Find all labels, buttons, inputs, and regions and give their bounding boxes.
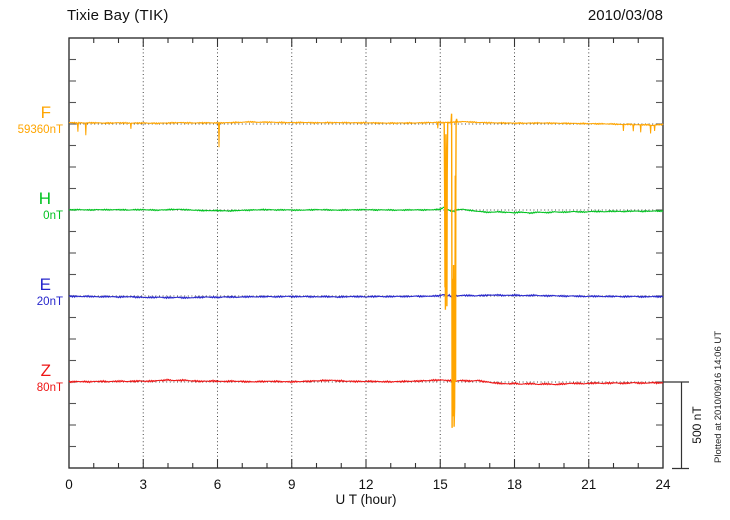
x-tick-label: 15 (433, 477, 448, 492)
channel-letter-Z: Z (40, 361, 51, 380)
plot-frame (68, 37, 664, 469)
plotted-at-note: Plotted at 2010/09/16 14:06 UT (713, 331, 724, 463)
trace-E (68, 293, 664, 300)
x-tick-label: 18 (507, 477, 522, 492)
trace-F (68, 120, 664, 148)
x-tick-label: 24 (655, 477, 671, 492)
scale-bar (663, 381, 689, 470)
plot-layers: 0 3 6 9 12 15 18 21 24 (65, 37, 671, 492)
trace-H (68, 206, 664, 215)
channel-letter-F: F (40, 103, 51, 122)
x-tick-label: 6 (214, 477, 222, 492)
channel-label-Z: Z 80nT (0, 361, 64, 396)
scale-bar-label: 500 nT (690, 406, 704, 444)
channel-label-E: E 20nT (0, 275, 64, 310)
trace-Z (68, 378, 664, 386)
station-title: Tixie Bay (TIK) (67, 7, 169, 24)
x-tick-label: 3 (139, 477, 147, 492)
x-tick-label: 12 (358, 477, 373, 492)
channel-letter-E: E (39, 275, 51, 294)
channel-baseline-value-E: 20nT (36, 296, 63, 308)
glitch-F (443, 113, 458, 428)
channel-baseline-value-F: 59360nT (17, 124, 63, 136)
channel-letter-H: H (38, 189, 51, 208)
x-tick-label: 9 (288, 477, 296, 492)
x-tick-label: 0 (65, 477, 73, 492)
x-tick-label: 21 (581, 477, 596, 492)
x-axis-title: U T (hour) (335, 492, 397, 507)
channel-baseline-value-H: 0nT (43, 210, 63, 222)
plot-date: 2010/03/08 (587, 7, 663, 24)
channel-label-H: H 0nT (0, 189, 64, 224)
channel-label-F: F 59360nT (0, 103, 64, 138)
channel-baseline-value-Z: 80nT (36, 382, 63, 394)
